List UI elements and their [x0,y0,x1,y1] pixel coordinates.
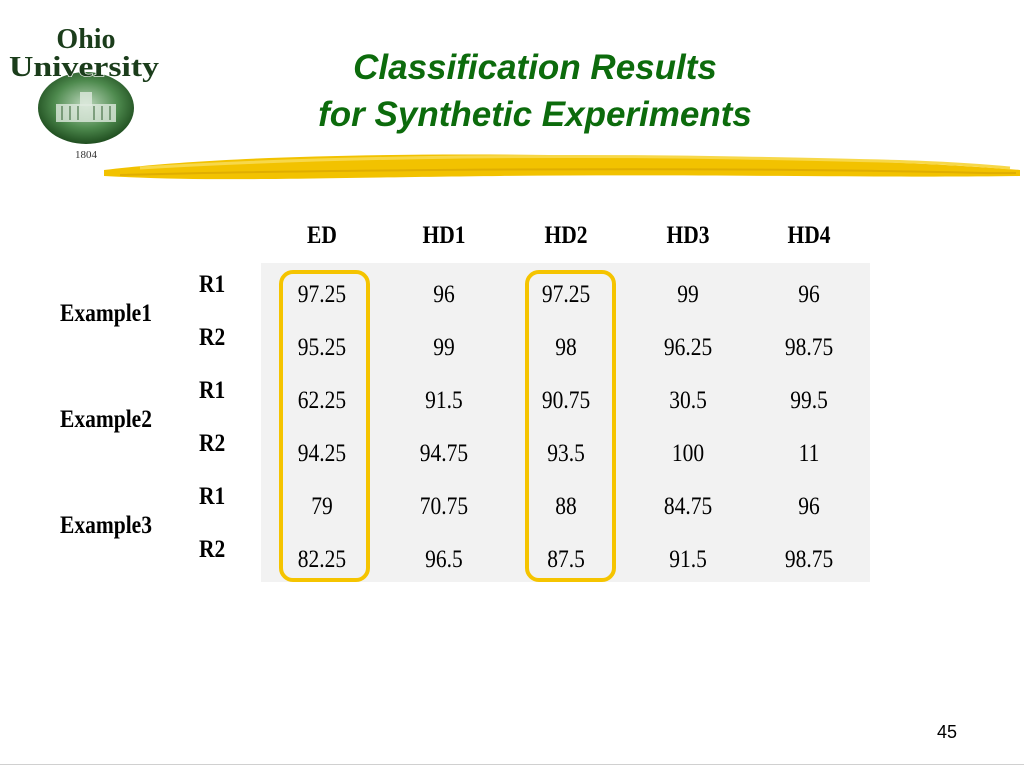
table-cell: 79 [311,493,333,520]
row-label-r1: R1 [199,483,226,510]
table-cell: 99 [677,281,699,308]
table-cell: 96.25 [663,334,713,361]
table-cell: 98.75 [784,546,834,573]
column-header-ed: ED [307,222,337,249]
logo-year-text: 1804 [75,149,98,161]
ohio-university-logo: Ohio University 1804 [8,23,159,161]
table-cell: 82.25 [297,546,347,573]
slide-title-line-2: for Synthetic Experiments [318,95,752,134]
column-header-hd1: HD1 [422,222,466,249]
column-header-hd4: HD4 [787,222,831,249]
logo-ohio-text: Ohio [56,24,115,55]
table-cell: 70.75 [419,493,469,520]
row-label-r1: R1 [199,271,226,298]
table-cell: 11 [798,440,820,467]
table-cell: 100 [671,440,705,467]
table-cell: 94.25 [297,440,347,467]
highlight-hd2-column [525,270,616,582]
table-cell: 84.75 [663,493,713,520]
table-cell: 88 [555,493,577,520]
table-cell: 94.75 [419,440,469,467]
page-number: 45 [936,722,957,742]
column-header-hd3: HD3 [666,222,710,249]
table-cell: 96.5 [425,546,463,573]
table-cell: 97.25 [541,281,591,308]
table-cell: 91.5 [669,546,707,573]
table-cell: 96 [798,493,820,520]
group-label-example1: Example1 [60,300,152,327]
table-cell: 99.5 [790,387,828,414]
table-cell: 93.5 [547,440,585,467]
table-cell: 98.75 [784,334,834,361]
table-cell: 90.75 [541,387,591,414]
table-cell: 98 [555,334,577,361]
table-cell: 96 [433,281,455,308]
table-cell: 87.5 [547,546,585,573]
row-label-r1: R1 [199,377,226,404]
table-cell: 99 [433,334,455,361]
slide-title-line-1: Classification Results [353,48,717,87]
row-label-r2: R2 [199,430,226,457]
table-cell: 30.5 [669,387,707,414]
table-cell-background [261,263,870,582]
group-label-example2: Example2 [60,406,152,433]
table-cell: 95.25 [297,334,347,361]
highlight-ed-column [279,270,370,582]
decorative-brush-stroke [104,154,1020,180]
footer-divider [0,764,1024,765]
table-cell: 96 [798,281,820,308]
group-label-example3: Example3 [60,512,152,539]
column-header-hd2: HD2 [544,222,588,249]
table-cell: 91.5 [425,387,463,414]
logo-university-text: University [9,52,159,83]
table-cell: 97.25 [297,281,347,308]
row-label-r2: R2 [199,324,226,351]
table-cell: 62.25 [297,387,347,414]
row-label-r2: R2 [199,536,226,563]
